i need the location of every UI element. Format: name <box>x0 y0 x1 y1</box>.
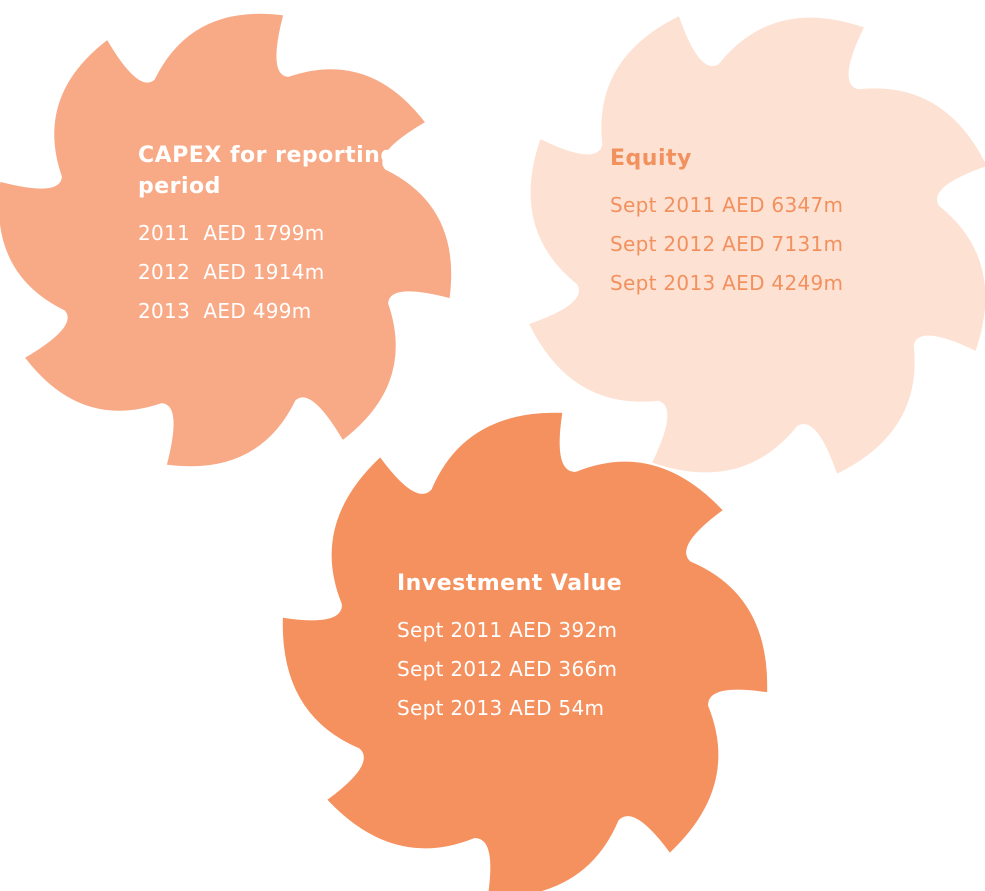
equity-block: Equity Sept 2011 AED 6347m Sept 2012 AED… <box>610 143 930 303</box>
flower-shape <box>529 16 985 474</box>
capex-block: CAPEX for reporting period 2011 AED 1799… <box>138 140 398 331</box>
block-line: Sept 2011 AED 6347m <box>610 193 844 217</box>
flower-shape <box>282 412 768 891</box>
block-line: 2012 AED 1914m <box>138 260 325 284</box>
block-title: Investment Value <box>397 571 623 596</box>
block-line: Sept 2013 AED 4249m <box>610 271 844 295</box>
block-line: Sept 2012 AED 7131m <box>610 232 844 256</box>
block-title: CAPEX for reporting period <box>138 143 397 199</box>
block-line: Sept 2013 AED 54m <box>397 696 605 720</box>
block-line: 2013 AED 499m <box>138 299 312 323</box>
block-line: Sept 2012 AED 366m <box>397 657 618 681</box>
flower-shape <box>0 13 452 467</box>
block-line: 2011 AED 1799m <box>138 221 325 245</box>
block-line: Sept 2011 AED 392m <box>397 618 618 642</box>
investment-block: Investment Value Sept 2011 AED 392m Sept… <box>397 568 697 728</box>
block-title: Equity <box>610 146 692 171</box>
